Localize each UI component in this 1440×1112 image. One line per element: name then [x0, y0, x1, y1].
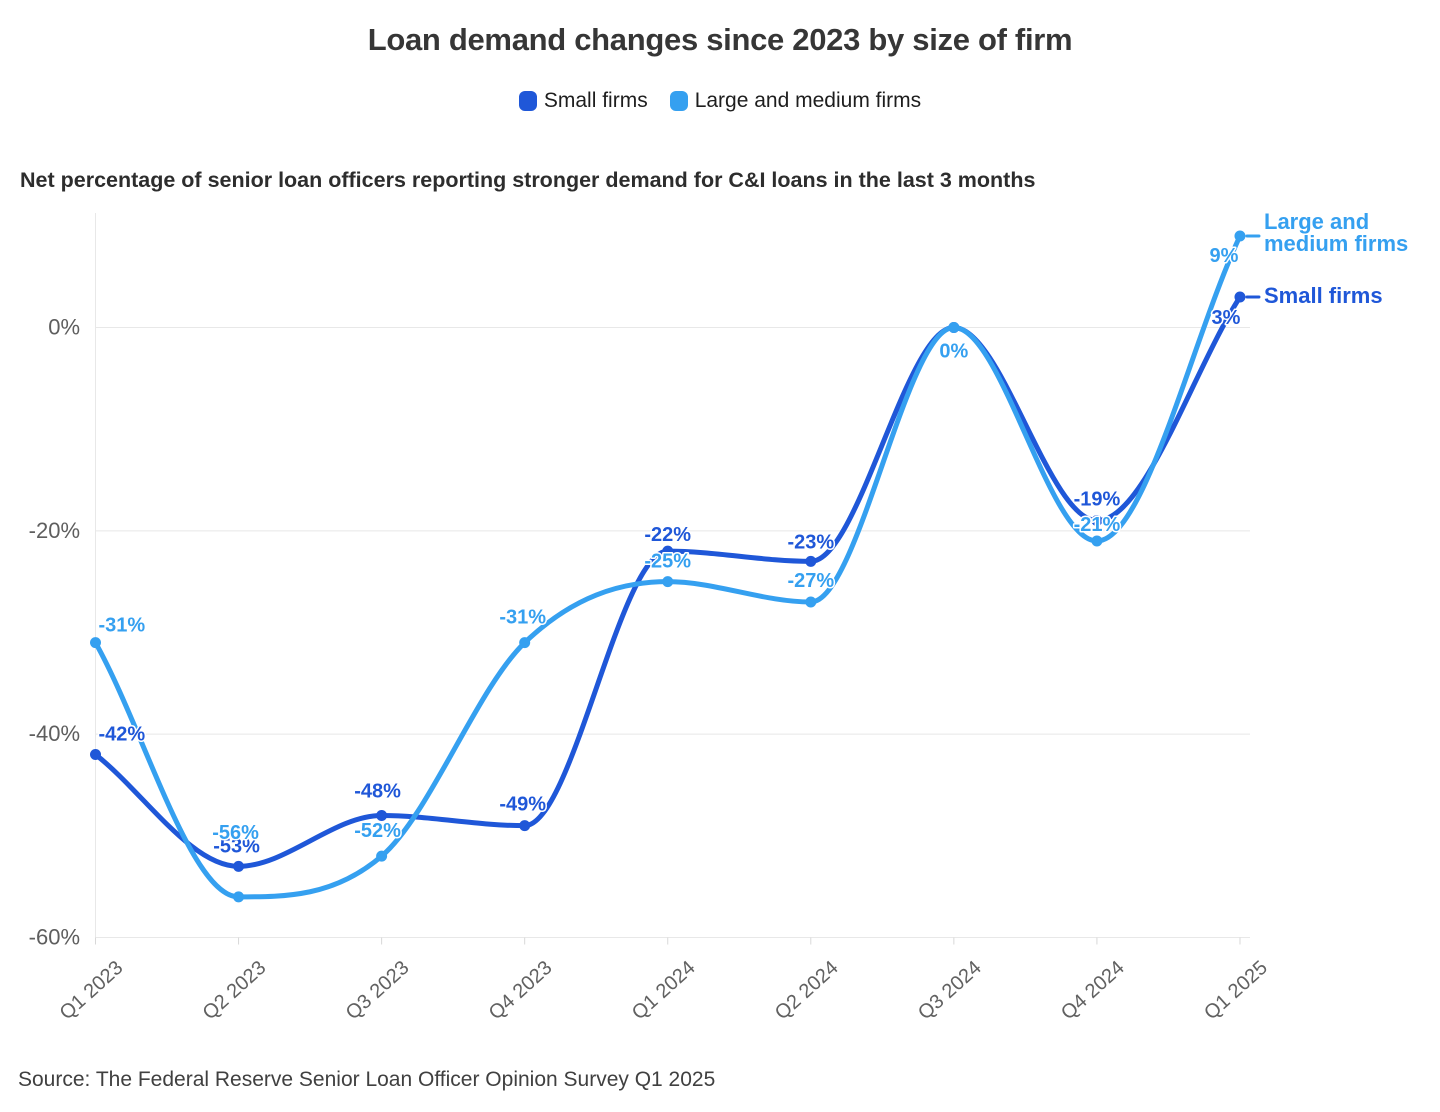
- x-axis-tick-label: Q3 2024: [914, 957, 986, 1025]
- chart-title: Loan demand changes since 2023 by size o…: [367, 22, 1073, 57]
- data-point-label: -42%: [99, 724, 146, 746]
- data-point: [662, 576, 674, 588]
- y-axis-tick-label: -60%: [29, 925, 80, 950]
- data-point: [1091, 515, 1103, 527]
- data-point-label: -25%: [644, 551, 691, 573]
- data-point-label: 0%: [939, 341, 968, 363]
- data-point-label: -19%: [1074, 489, 1121, 511]
- gridlines: 0% -20% -40% -60%: [29, 213, 1250, 950]
- legend-swatch: [669, 91, 688, 111]
- y-axis-tick-label: -20%: [29, 518, 80, 543]
- x-axis-tick-label: Q1 2023: [56, 957, 128, 1025]
- data-point-label: -22%: [644, 524, 691, 546]
- series-end-label: medium firms: [1264, 231, 1408, 256]
- data-point: [662, 545, 674, 557]
- x-axis-tick-label: Q1 2024: [628, 957, 700, 1025]
- legend-label: Small firms: [543, 89, 648, 112]
- data-point: [233, 860, 245, 872]
- x-axis: Q1 2023 Q2 2023 Q3 2023 Q4 2023 Q1 2024 Q2 20…: [56, 937, 1272, 1025]
- data-point: [805, 596, 817, 608]
- data-point: [90, 749, 101, 761]
- data-point: [805, 555, 817, 567]
- series-labels-small: -42% -53% -48% -49% -22% -23% -19% 3%: [97, 305, 1242, 858]
- data-point-label: 9%: [1210, 245, 1239, 267]
- y-axis-tick-label: -40%: [29, 721, 80, 746]
- data-point-label: 3%: [1212, 307, 1241, 329]
- data-point: [90, 637, 101, 649]
- series-labels-large: -31% -56% -52% -31% -25% -27% 0% -21% 9%: [97, 243, 1240, 845]
- legend-item: Large and medium firms: [669, 89, 922, 113]
- end-label-small-firms: Small firms: [1245, 283, 1383, 308]
- data-point: [233, 891, 245, 903]
- x-axis-tick-label: Q2 2024: [771, 957, 843, 1025]
- data-point: [948, 322, 960, 333]
- data-point: [1234, 291, 1246, 303]
- chart-legend: Small firms Large and medium firms: [0, 89, 1440, 113]
- data-point-label: -52%: [354, 820, 401, 842]
- series-end-label: Large and: [1264, 209, 1369, 234]
- data-point-label: -31%: [99, 615, 146, 637]
- data-point: [1234, 230, 1246, 242]
- x-axis-tick-label: Q1 2025: [1200, 957, 1272, 1025]
- data-point-label: -48%: [354, 781, 401, 803]
- source-note: Source: The Federal Reserve Senior Loan …: [18, 1068, 716, 1091]
- data-point-label: -56%: [212, 822, 259, 844]
- data-point-label: -53%: [213, 835, 260, 857]
- legend-swatch: [518, 91, 537, 111]
- chart-subtitle: Net percentage of senior loan officers r…: [20, 168, 1036, 192]
- data-point-label: -23%: [787, 531, 834, 553]
- data-point: [376, 810, 388, 822]
- series-line: [93, 294, 1243, 869]
- x-axis-tick-label: Q2 2023: [199, 957, 271, 1025]
- data-point: [1091, 535, 1103, 547]
- series-large-and-medium-firms: [90, 230, 1246, 903]
- data-point-label: -21%: [1074, 514, 1121, 536]
- data-point: [376, 850, 388, 862]
- x-axis-tick-label: Q3 2023: [342, 957, 414, 1025]
- data-point-label: -31%: [499, 607, 546, 629]
- data-point: [519, 820, 531, 832]
- x-axis-tick-label: Q4 2023: [485, 957, 557, 1025]
- data-point-label: -27%: [787, 570, 834, 592]
- legend-label: Large and medium firms: [694, 89, 922, 112]
- data-point: [519, 637, 531, 649]
- y-axis-tick-label: 0%: [48, 315, 80, 340]
- series-line: [93, 233, 1243, 900]
- x-axis-tick-label: Q4 2024: [1057, 957, 1129, 1025]
- series-end-label: Small firms: [1264, 283, 1383, 308]
- data-point-label: -49%: [499, 794, 546, 816]
- legend-item: Small firms: [518, 89, 648, 113]
